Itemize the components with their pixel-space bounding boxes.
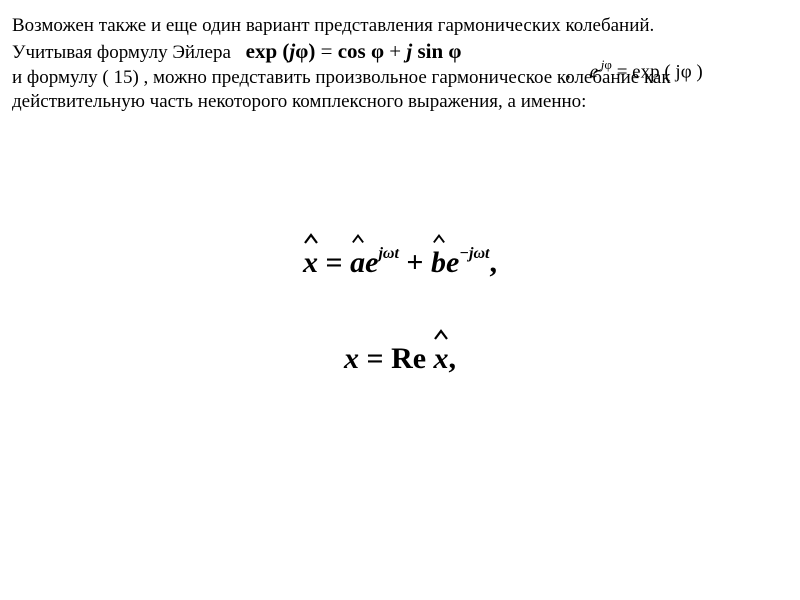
euler-cos: cos <box>338 39 371 63</box>
euler-eq: = <box>315 39 337 63</box>
euler-phi-1: φ <box>295 39 308 63</box>
equation-2: x = Re x , <box>0 342 800 376</box>
eq2-eq: = <box>359 342 391 375</box>
aside-comma: , <box>566 61 571 82</box>
aside-rhs: = exp ( jφ ) <box>617 61 703 82</box>
hat-icon <box>434 328 448 342</box>
para-line-1: Возможен также и еще один вариант предст… <box>12 15 654 36</box>
hat-icon <box>433 232 445 246</box>
eq1-b: b <box>431 246 446 279</box>
euler-sin: sin <box>412 39 448 63</box>
eq2-comma: , <box>449 342 457 375</box>
bhat: b <box>431 246 446 280</box>
euler-phi-3: φ <box>448 39 461 63</box>
xhat: x <box>303 246 318 280</box>
exp-notation-aside: , e jφ = exp ( jφ ) <box>566 58 703 83</box>
eq2-re: Re <box>391 342 433 375</box>
euler-exp: exp ( <box>246 39 290 63</box>
eq1-eq: = <box>318 246 350 279</box>
xhat-2: x <box>434 342 449 376</box>
eq1-a: a <box>350 246 365 279</box>
eq1-sup2: −jωt <box>459 245 489 262</box>
hat-icon <box>352 232 364 246</box>
ahat: a <box>350 246 365 280</box>
eq2-x1: x <box>344 342 359 375</box>
euler-formula: exp (jφ) = cos φ + j sin φ <box>246 39 462 63</box>
eq2-x2: x <box>434 342 449 375</box>
eq1-sup1-t: jωt <box>378 245 398 262</box>
aside-e: e <box>590 61 598 82</box>
para-line-4: действительную часть некоторого комплекс… <box>12 91 586 112</box>
eq1-e1: e <box>365 246 378 279</box>
euler-plus: + <box>384 39 406 63</box>
aside-sup-phi: φ <box>604 57 612 72</box>
eq1-e2: e <box>446 246 459 279</box>
eq1-sup1: jωt <box>378 245 398 262</box>
document-page: { "text": { "p1_l1": "Возможен также и е… <box>0 0 800 600</box>
equation-1: x = a ejωt + b e−jωt, <box>0 246 800 280</box>
euler-phi-2: φ <box>371 39 384 63</box>
hat-icon <box>304 232 318 246</box>
aside-sup: jφ <box>598 57 612 72</box>
eq1-comma: , <box>490 246 498 279</box>
eq1-plus: + <box>399 246 431 279</box>
para-line-2-lead: Учитывая формулу Эйлера <box>12 42 231 63</box>
eq1-x: x <box>303 246 318 279</box>
eq1-sup2-t: −jωt <box>459 245 489 262</box>
